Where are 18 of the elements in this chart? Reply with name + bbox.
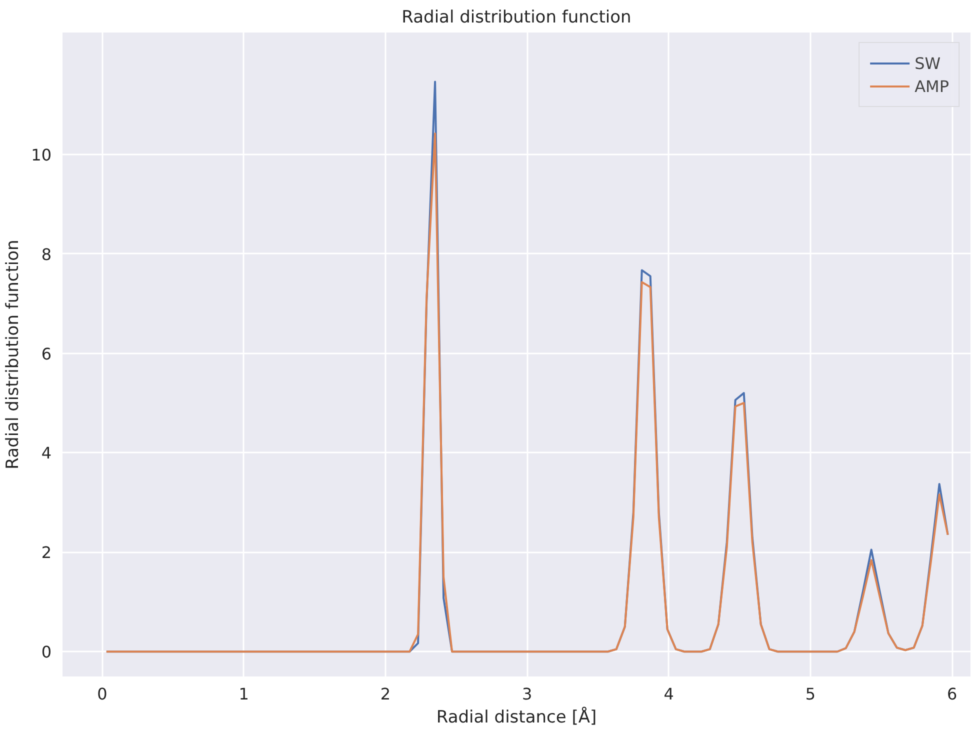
y-tick-label: 8 [41,244,52,264]
x-tick-label: 4 [664,684,674,704]
x-tick-label: 3 [522,684,532,704]
x-tick-label: 1 [238,684,249,704]
y-axis-title: Radial distribution function [3,240,24,470]
x-axis-title: Radial distance [Å] [436,706,597,728]
x-tick-label: 6 [946,684,958,704]
y-tick-label: 0 [41,642,52,662]
x-tick-label: 2 [380,684,391,704]
y-tick-label: 2 [41,543,52,562]
y-tick-label: 10 [31,145,52,164]
x-tick-label: 0 [97,684,108,704]
chart-title: Radial distribution function [402,8,632,28]
y-tick-label: 6 [41,344,52,364]
y-tick-label: 4 [41,444,52,463]
legend-label: AMP [914,76,949,96]
legend-label: SW [914,54,941,72]
x-tick-label: 5 [805,684,816,704]
